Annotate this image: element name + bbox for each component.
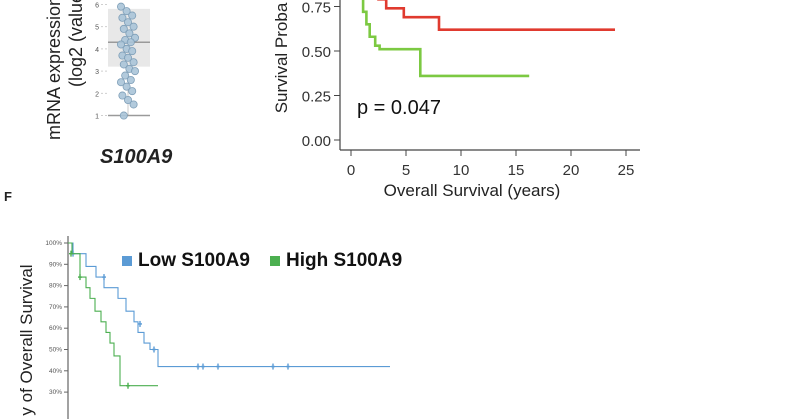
km-top-x-tick-label: 20 — [563, 162, 580, 179]
box-data-point — [129, 22, 138, 31]
km-top-series-green — [361, 0, 530, 78]
km-top-x-tick-label: 0 — [347, 162, 355, 179]
km-top-x-tick-label: 15 — [508, 162, 525, 179]
legend-high: High S100A9 — [270, 250, 402, 272]
km-top-y-tick-label: 0.25 — [302, 89, 331, 106]
km-top-ylabel: Survival Proba — [272, 2, 291, 113]
km-bottom-y-tick-label: 30% — [49, 389, 62, 396]
box-y-tick-label: 5 — [95, 25, 99, 32]
box-data-point — [124, 53, 133, 62]
box-data-point — [118, 13, 127, 22]
km-bottom-y-tick-label: 100% — [45, 240, 62, 247]
box-data-point — [129, 58, 138, 67]
box-plot-panel: mRNA expression (log2 (value 1 2 3 4 5 6 — [44, 0, 150, 140]
box-data-point — [125, 29, 134, 38]
box-data-point — [128, 11, 137, 20]
km-top-x-tick-label: 5 — [402, 162, 410, 179]
km-bottom-y-tick-label: 40% — [49, 368, 62, 375]
km-bottom-ylabel: y of Overall Survival — [17, 264, 36, 415]
km-top-y-tick-label: 0.75 — [302, 0, 331, 17]
box-ylabel-line2: (log2 (value — [66, 0, 86, 87]
km-top-ticks: 0.00 0.25 0.50 0.75 0 5 10 15 20 25 — [302, 0, 635, 179]
box-y-tick-label: 6 — [95, 2, 99, 9]
box-data-point — [121, 71, 130, 80]
km-bottom-series-low — [68, 242, 390, 368]
box-points — [117, 2, 139, 120]
box-data-point — [117, 2, 126, 11]
km-top-xlabel: Overall Survival (years) — [384, 181, 561, 200]
box-data-point — [122, 82, 131, 91]
km-bottom-ticks: 30% 40% 50% 60% 70% 80% 90% 100% — [45, 240, 68, 396]
km-bottom-y-tick-label: 50% — [49, 347, 62, 354]
km-bottom-y-tick-label: 80% — [49, 283, 62, 290]
p-value-annotation: p = 0.047 — [357, 97, 441, 119]
box-ylabel-line1: mRNA expression — [44, 0, 64, 140]
km-bottom-y-tick-label: 70% — [49, 304, 62, 311]
panel-f-label: F — [4, 189, 12, 204]
km-top-y-tick-label: 0.00 — [302, 133, 331, 150]
box-data-point — [117, 40, 126, 49]
box-data-point — [118, 91, 127, 100]
box-data-point — [126, 38, 135, 47]
box-data-point — [128, 47, 137, 56]
km-top-series — [361, 0, 615, 78]
box-data-point — [117, 78, 126, 87]
box-y-tick-label: 2 — [95, 91, 99, 98]
km-top-series-red — [377, 0, 615, 31]
box-y-tick-label: 3 — [95, 69, 99, 76]
box-data-point — [128, 87, 137, 96]
km-bottom-series-high — [68, 242, 158, 387]
box-data-point — [124, 96, 133, 105]
km-top-panel: Survival Proba 0.00 0.25 0.50 0.75 0 5 10 15 20 2… — [272, 0, 640, 200]
box-data-point — [126, 76, 135, 85]
box-data-point — [129, 100, 138, 109]
km-bottom-y-tick-label: 90% — [49, 261, 62, 268]
box-data-point — [119, 111, 128, 120]
box-data-point — [130, 67, 139, 76]
km-top-x-tick-label: 10 — [453, 162, 470, 179]
km-bottom-series — [68, 242, 390, 389]
box-y-ticks: 1 2 3 4 5 6 — [95, 2, 108, 121]
legend-low: Low S100A9 — [122, 250, 250, 272]
box-y-tick-label: 4 — [95, 47, 99, 54]
legend-high-label: High S100A9 — [286, 250, 403, 271]
legend-low-label: Low S100A9 — [138, 250, 250, 271]
legend-low-swatch — [122, 256, 132, 266]
legend-high-swatch — [270, 256, 280, 266]
box-data-point — [119, 60, 128, 69]
km-top-x-tick-label: 25 — [618, 162, 635, 179]
box-data-point — [122, 7, 131, 16]
box-y-tick-label: 1 — [95, 114, 99, 121]
box-data-point — [119, 24, 128, 33]
box-data-point — [124, 18, 133, 27]
km-top-y-tick-label: 0.50 — [302, 44, 331, 61]
gene-label: S100A9 — [100, 146, 173, 168]
km-bottom-y-tick-label: 60% — [49, 325, 62, 332]
km-bottom-panel: y of Overall Survival 30% 40% 50% 60% 70% 80%… — [17, 236, 390, 419]
